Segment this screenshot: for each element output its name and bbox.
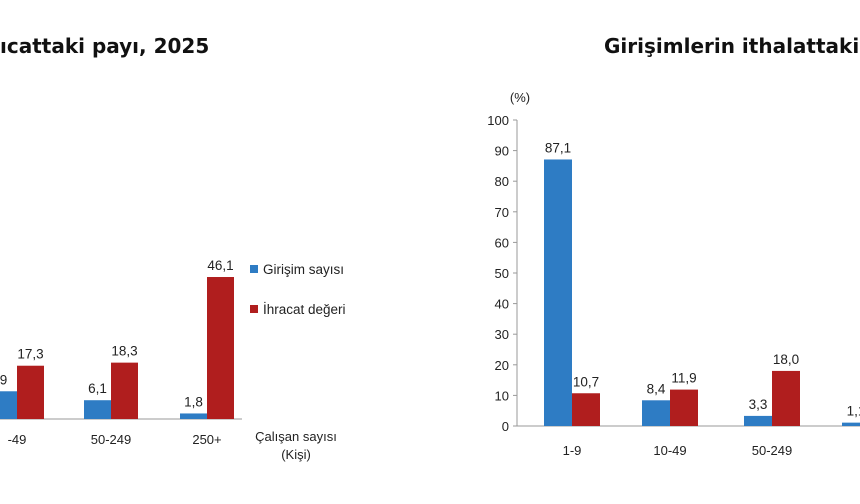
left-category-label: 50-249 [91, 432, 131, 447]
right-ytick-label: 60 [495, 235, 509, 250]
legend-label-ihracat: İhracat değeri [263, 302, 346, 317]
right-data-label: 1,1 [847, 404, 860, 419]
right-data-label: 8,4 [647, 381, 666, 396]
right-data-label: 3,3 [749, 397, 768, 412]
right-chart-title: Girişimlerin ithalattaki [604, 34, 860, 58]
left-xaxis-title-line2: (Kişi) [281, 447, 311, 462]
right-data-label: 87,1 [545, 140, 571, 155]
left-data-label: 6,1 [88, 381, 107, 396]
left-bar-ihracat-2 [207, 277, 234, 419]
right-ytick-label: 0 [502, 419, 509, 434]
legend-label-girisim: Girişim sayısı [263, 262, 344, 277]
left-data-label: 18,3 [111, 344, 137, 359]
legend-swatch-girisim [250, 265, 258, 273]
right-data-label: 18,0 [773, 352, 799, 367]
right-ytick-label: 90 [495, 144, 509, 159]
left-category-label: 250+ [192, 432, 221, 447]
right-bar-girisim-0 [544, 159, 572, 426]
right-category-label: 50-249 [752, 443, 792, 458]
right-yaxis-unit: (%) [510, 90, 530, 105]
right-ytick-label: 10 [495, 388, 509, 403]
left-data-label: 1,8 [184, 394, 203, 409]
right-ytick-label: 70 [495, 205, 509, 220]
left-bar-ihracat-0 [17, 365, 44, 419]
right-bar-girisim-2 [744, 415, 772, 426]
right-bar-ihracat-1 [670, 389, 698, 426]
right-ytick-label: 20 [495, 358, 509, 373]
right-category-label: 1-9 [563, 443, 582, 458]
right-ytick-label: 40 [495, 297, 509, 312]
left-data-label: 46,1 [207, 258, 233, 273]
left-data-label: 17,3 [17, 347, 43, 362]
left-category-label: -49 [8, 432, 27, 447]
right-ytick-label: 30 [495, 327, 509, 342]
left-chart-title: ıcattaki payı, 2025 [0, 34, 210, 58]
left-bar-girisim-0 [0, 391, 17, 419]
right-ytick-label: 80 [495, 174, 509, 189]
right-ytick-label: 100 [487, 113, 509, 128]
right-bar-ihracat-2 [772, 370, 800, 426]
right-bar-girisim-1 [642, 400, 670, 426]
right-data-label: 10,7 [573, 374, 599, 389]
left-bar-ihracat-1 [111, 362, 138, 419]
legend-swatch-ihracat [250, 305, 258, 313]
right-data-label: 11,9 [671, 371, 696, 386]
right-ytick-label: 50 [495, 266, 509, 281]
left-data-label: 9 [0, 372, 7, 387]
left-xaxis-title-line1: Çalışan sayısı [255, 429, 337, 444]
left-bar-girisim-1 [84, 400, 111, 419]
right-bar-ihracat-0 [572, 393, 600, 426]
right-category-label: 10-49 [653, 443, 686, 458]
left-bar-girisim-2 [180, 413, 207, 419]
right-bar-girisim-3 [842, 422, 860, 426]
